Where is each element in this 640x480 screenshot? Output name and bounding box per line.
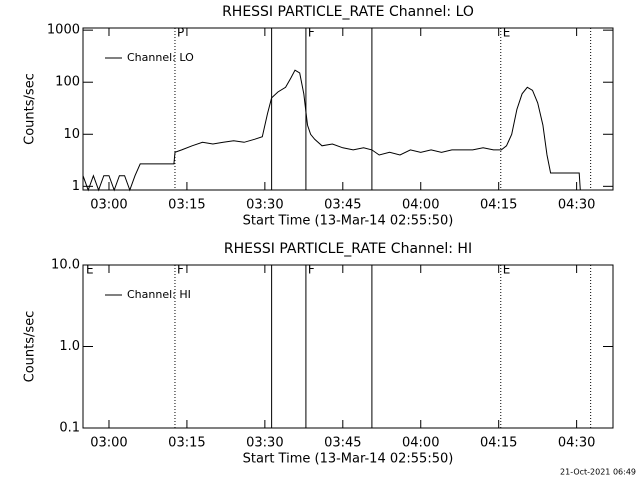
x-axis-label: Start Time (13-Mar-14 02:55:50) xyxy=(243,214,454,229)
y-axis-label: Counts/sec xyxy=(23,311,38,383)
x-tick-label: 03:00 xyxy=(90,436,127,451)
y-tick-label: 0.1 xyxy=(59,421,80,436)
x-tick-label: 03:15 xyxy=(168,198,205,213)
x-tick-label: 03:45 xyxy=(324,436,361,451)
data-line xyxy=(82,69,583,192)
chart-title: RHESSI PARTICLE_RATE Channel: LO xyxy=(222,4,474,20)
y-tick-label: 100 xyxy=(55,75,80,90)
y-tick-label: 10.0 xyxy=(51,258,80,273)
plot-frame xyxy=(82,27,614,191)
x-tick-label: 04:30 xyxy=(558,198,595,213)
x-tick-label: 04:15 xyxy=(480,198,517,213)
y-tick-label: 10 xyxy=(63,127,80,142)
y-tick-label: 1000 xyxy=(47,23,80,38)
event-label: E xyxy=(503,26,511,40)
chart-title: RHESSI PARTICLE_RATE Channel: HI xyxy=(224,241,472,257)
event-label: P xyxy=(177,26,184,40)
y-axis-label: Counts/sec xyxy=(23,73,38,145)
event-label: E xyxy=(503,263,511,277)
x-tick-label: 03:00 xyxy=(90,198,127,213)
x-tick-label: 04:15 xyxy=(480,436,517,451)
legend-label: Channel: HI xyxy=(127,288,191,301)
timestamp: 21-Oct-2021 06:49 xyxy=(560,468,636,477)
event-label: F xyxy=(308,26,315,40)
event-label: E xyxy=(86,263,94,277)
plot-frame xyxy=(82,264,614,429)
y-tick-label: 1.0 xyxy=(59,339,80,354)
x-tick-label: 04:30 xyxy=(558,436,595,451)
x-tick-label: 04:00 xyxy=(402,198,439,213)
x-tick-label: 03:15 xyxy=(168,436,205,451)
x-axis-label: Start Time (13-Mar-14 02:55:50) xyxy=(243,452,454,467)
x-tick-label: 03:45 xyxy=(324,198,361,213)
x-tick-label: 03:30 xyxy=(246,198,283,213)
x-tick-label: 03:30 xyxy=(246,436,283,451)
x-tick-label: 04:00 xyxy=(402,436,439,451)
y-tick-label: 1 xyxy=(72,179,80,194)
event-label: F xyxy=(177,263,184,277)
event-label: F xyxy=(308,263,315,277)
legend-label: Channel: LO xyxy=(127,51,194,64)
